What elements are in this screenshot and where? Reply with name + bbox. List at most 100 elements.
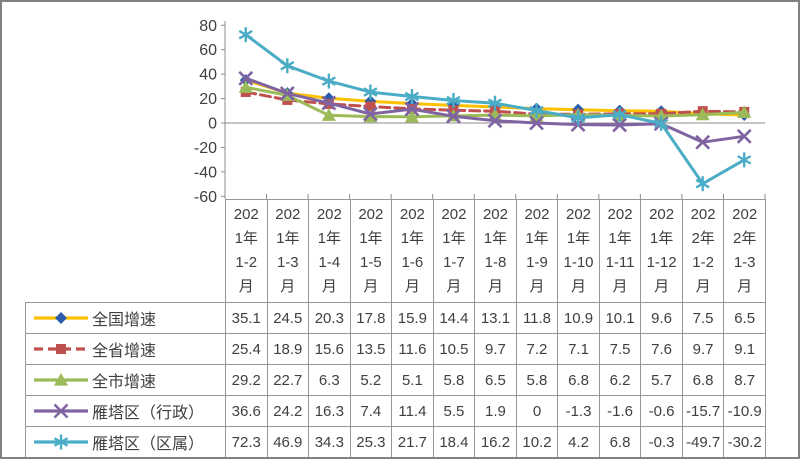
marker-triangle — [321, 108, 336, 121]
marker-triangle — [737, 105, 752, 118]
marker-x — [529, 115, 544, 131]
table-cell: 7.1 — [557, 333, 600, 365]
table-cell: 6.2 — [598, 364, 642, 396]
y-axis-tick-label: 20 — [199, 91, 217, 108]
legend-cell: 全市增速 — [25, 364, 226, 396]
series-4 — [238, 27, 752, 192]
legend-row-0: 全国增速 — [25, 302, 226, 334]
table-cell: 5.5 — [432, 395, 476, 427]
table-cell: 9.7 — [474, 333, 517, 365]
marker-x — [487, 113, 503, 129]
chart-legend-body: 全国增速全省增速 全市增速雁塔区（行政） 雁塔区（区属） — [25, 302, 226, 457]
marker-asterisk — [446, 93, 461, 109]
table-cell: 6.8 — [598, 426, 642, 457]
marker-asterisk — [737, 152, 752, 168]
marker-diamond — [55, 312, 67, 324]
axes: 80 60 40 20 0 -20 -40 -60 — [194, 18, 766, 202]
table-cell: 20.3 — [308, 302, 351, 334]
table-cell: 5.8 — [432, 364, 476, 396]
category-header-cell: 202 1年 1-5 月 — [349, 199, 393, 303]
table-row-1: 25.4 18.9 15.6 13.5 11.6 10.5 9.7 7.2 7.1 7.5 7.6 9… — [225, 333, 766, 365]
legend-row-2: 全市增速 — [25, 364, 226, 396]
legend-key-diamond-icon — [34, 312, 88, 324]
table-cell: 16.3 — [308, 395, 351, 427]
table-cell: 7.4 — [349, 395, 393, 427]
table-cell: 9.6 — [640, 302, 683, 334]
legend-cell: 雁塔区（区属） — [25, 426, 226, 457]
table-cell: -30.2 — [723, 426, 766, 457]
legend-cell: 全省增速 — [25, 333, 226, 365]
table-row-4: 72.3 46.9 34.3 25.3 21.7 18.4 16.2 10.2 4.2 6.8 -0… — [225, 426, 766, 457]
marker-square — [365, 101, 376, 112]
table-cell: 16.2 — [474, 426, 517, 457]
legend-label: 雁塔区（区属） — [92, 436, 205, 453]
marker-triangle — [54, 373, 68, 386]
table-header-row: 202 1年 1-2 月 202 1年 1-3 月 202 1年 1-4 月 202 … — [225, 199, 766, 303]
table-cell: 5.8 — [515, 364, 559, 396]
table-cell: 11.4 — [391, 395, 434, 427]
table-cell: 24.5 — [266, 302, 310, 334]
table-cell: 14.4 — [432, 302, 476, 334]
y-axis-tick-label: 80 — [199, 18, 217, 35]
category-header-cell: 202 1年 1-9 月 — [515, 199, 559, 303]
table-cell: 29.2 — [225, 364, 268, 396]
legend-key-asterisk-icon — [34, 434, 88, 450]
table-cell: 5.7 — [640, 364, 683, 396]
category-header-cell: 202 1年 1-4 月 — [308, 199, 351, 303]
table-cell: 72.3 — [225, 426, 268, 457]
marker-x — [362, 106, 378, 122]
y-axis-tick-label: 40 — [199, 67, 217, 84]
marker-asterisk — [695, 176, 710, 192]
table-cell: 7.5 — [598, 333, 642, 365]
marker-asterisk — [654, 115, 669, 131]
table-cell: 25.4 — [225, 333, 268, 365]
legend-row-3: 雁塔区（行政） — [25, 395, 226, 427]
marker-x — [695, 134, 711, 150]
table-cell: 8.7 — [723, 364, 766, 396]
table-cell: 5.2 — [349, 364, 393, 396]
marker-asterisk — [363, 84, 378, 100]
legend-label: 全国增速 — [92, 312, 157, 329]
category-header-cell: 202 2年 1-2 月 — [681, 199, 725, 303]
table-cell: 10.2 — [515, 426, 559, 457]
legend-label: 雁塔区（行政） — [92, 405, 205, 422]
table-cell: 1.9 — [474, 395, 517, 427]
y-axis-tick-label: 60 — [199, 42, 217, 59]
table-cell: 11.8 — [515, 302, 559, 334]
category-header-cell: 202 1年 1-11 月 — [598, 199, 642, 303]
marker-x — [446, 108, 461, 124]
table-cell: 6.5 — [474, 364, 517, 396]
table-cell: 0 — [515, 395, 559, 427]
table-cell: 25.3 — [349, 426, 393, 457]
table-cell: -49.7 — [681, 426, 725, 457]
chart-legend: 全国增速全省增速 全市增速雁塔区（行政） 雁塔区（区属） — [25, 302, 226, 457]
marker-square — [56, 344, 66, 354]
marker-triangle — [404, 109, 419, 123]
legend-key-triangle-icon — [34, 373, 88, 386]
table-cell: 10.9 — [557, 302, 600, 334]
y-axis-tick-label: 0 — [208, 116, 217, 133]
table-cell: 6.3 — [308, 364, 351, 396]
table-cell: 7.6 — [640, 333, 683, 365]
category-header-cell: 202 1年 1-3 月 — [266, 199, 310, 303]
table-cell: 46.9 — [266, 426, 310, 457]
marker-x — [404, 101, 420, 117]
line-chart-plot: 80 60 40 20 0 -20 -40 -60 — [194, 18, 766, 202]
table-cell: 10.1 — [598, 302, 642, 334]
legend-key-square-icon — [34, 344, 88, 354]
data-table-body: 202 1年 1-2 月 202 1年 1-3 月 202 1年 1-4 月 202 … — [225, 199, 766, 457]
marker-x — [53, 403, 69, 419]
table-cell: 34.3 — [308, 426, 351, 457]
table-cell: 6.8 — [557, 364, 600, 396]
marker-asterisk — [570, 110, 586, 126]
table-cell: 13.5 — [349, 333, 393, 365]
marker-asterisk — [238, 27, 253, 43]
table-cell: 7.5 — [681, 302, 725, 334]
marker-x — [736, 128, 752, 144]
marker-asterisk — [321, 73, 336, 89]
category-header-cell: 202 1年 1-12 月 — [640, 199, 683, 303]
table-cell: 35.1 — [225, 302, 268, 334]
y-axis-tick-label: -40 — [194, 164, 217, 181]
table-cell: 17.8 — [349, 302, 393, 334]
